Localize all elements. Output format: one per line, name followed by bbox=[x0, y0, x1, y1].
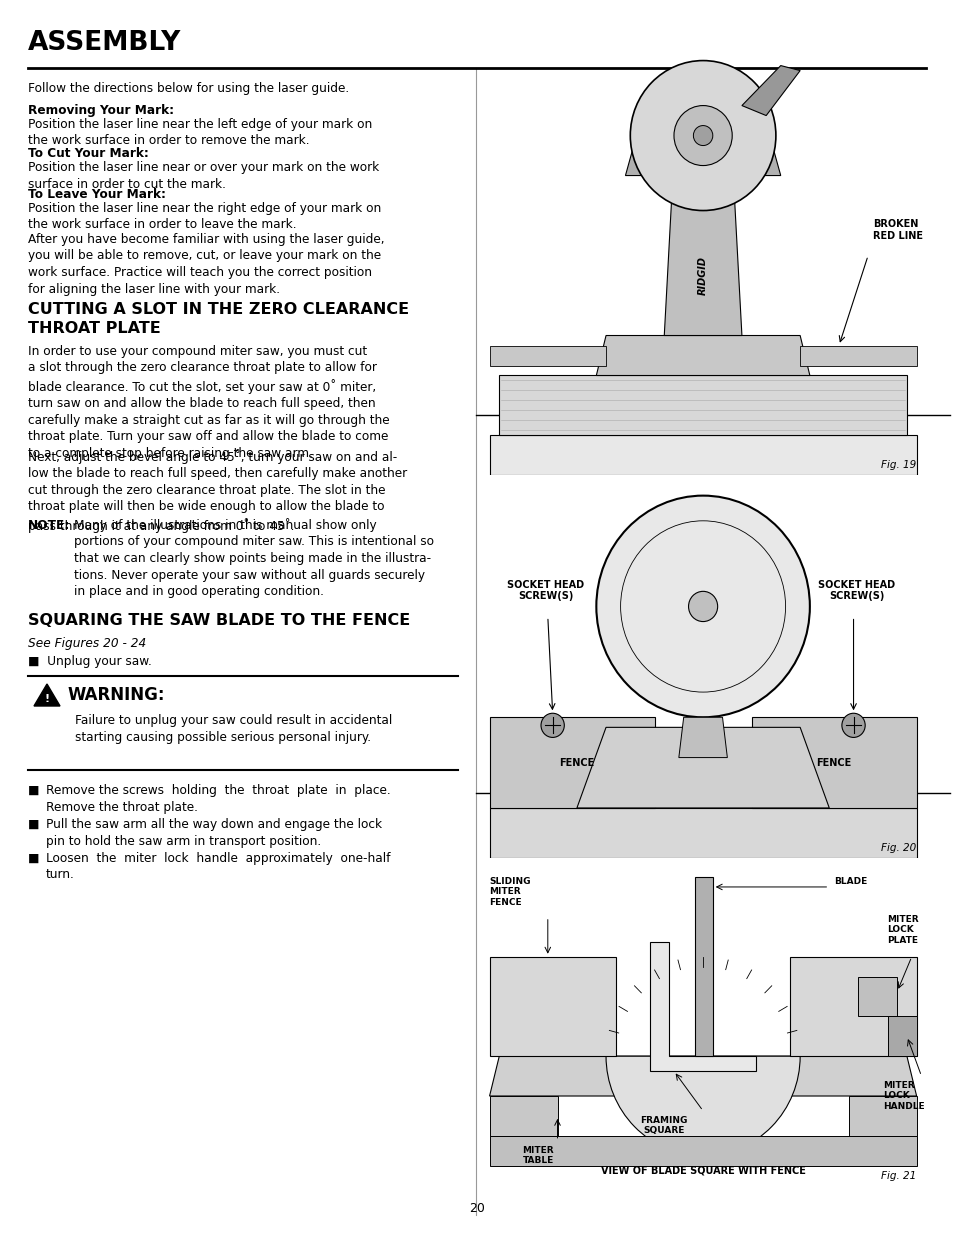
Circle shape bbox=[841, 714, 864, 737]
Text: Position the laser line near the left edge of your mark on
the work surface in o: Position the laser line near the left ed… bbox=[28, 119, 372, 147]
Text: After you have become familiar with using the laser guide,
you will be able to r: After you have become familiar with usin… bbox=[28, 233, 384, 295]
Circle shape bbox=[630, 61, 775, 210]
Text: Fig. 19: Fig. 19 bbox=[881, 461, 916, 471]
Text: Position the laser line near or over your mark on the work
surface in order to c: Position the laser line near or over you… bbox=[28, 161, 379, 190]
Polygon shape bbox=[848, 1095, 916, 1136]
Circle shape bbox=[688, 592, 717, 621]
Polygon shape bbox=[489, 1056, 916, 1095]
Text: !: ! bbox=[45, 694, 50, 704]
Text: SLIDING
MITER
FENCE: SLIDING MITER FENCE bbox=[489, 877, 531, 906]
Polygon shape bbox=[489, 808, 916, 858]
Polygon shape bbox=[489, 436, 916, 475]
Text: NOTE:: NOTE: bbox=[28, 519, 71, 532]
Text: Many of the illustrations in this manual show only
portions of your compound mit: Many of the illustrations in this manual… bbox=[74, 519, 434, 598]
Text: Fig. 20: Fig. 20 bbox=[881, 844, 916, 853]
Text: RIDGID: RIDGID bbox=[698, 256, 707, 295]
Text: Removing Your Mark:: Removing Your Mark: bbox=[28, 104, 174, 117]
Polygon shape bbox=[34, 684, 60, 706]
Text: ASSEMBLY: ASSEMBLY bbox=[28, 30, 181, 56]
Text: In order to use your compound miter saw, you must cut
a slot through the zero cl: In order to use your compound miter saw,… bbox=[28, 345, 389, 459]
Polygon shape bbox=[498, 375, 906, 436]
Text: VIEW OF BLADE SQUARE WITH FENCE: VIEW OF BLADE SQUARE WITH FENCE bbox=[600, 1166, 804, 1176]
Text: 20: 20 bbox=[469, 1202, 484, 1215]
Text: Loosen  the  miter  lock  handle  approximately  one-half
turn.: Loosen the miter lock handle approximate… bbox=[46, 852, 390, 882]
Text: Next, adjust the bevel angle to 45˚, turn your saw on and al-
low the blade to r: Next, adjust the bevel angle to 45˚, tur… bbox=[28, 450, 407, 532]
Polygon shape bbox=[577, 727, 828, 808]
Text: MITER
TABLE: MITER TABLE bbox=[521, 1146, 554, 1165]
Text: ■: ■ bbox=[28, 852, 39, 864]
Circle shape bbox=[596, 495, 809, 718]
Polygon shape bbox=[858, 977, 896, 1016]
Circle shape bbox=[673, 105, 732, 165]
Polygon shape bbox=[679, 718, 726, 757]
Text: BLADE: BLADE bbox=[833, 878, 866, 887]
Polygon shape bbox=[886, 1016, 916, 1056]
Polygon shape bbox=[489, 1136, 916, 1166]
Polygon shape bbox=[489, 346, 605, 366]
Text: SOCKET HEAD
SCREW(S): SOCKET HEAD SCREW(S) bbox=[817, 579, 894, 601]
Text: SQUARING THE SAW BLADE TO THE FENCE: SQUARING THE SAW BLADE TO THE FENCE bbox=[28, 613, 410, 629]
Text: MITER
LOCK
PLATE: MITER LOCK PLATE bbox=[886, 915, 918, 945]
Text: WARNING:: WARNING: bbox=[68, 685, 165, 704]
Text: ■: ■ bbox=[28, 818, 39, 831]
Text: See Figures 20 - 24: See Figures 20 - 24 bbox=[28, 637, 146, 650]
Polygon shape bbox=[625, 105, 780, 175]
Text: ■: ■ bbox=[28, 784, 39, 797]
Text: FENCE: FENCE bbox=[816, 757, 851, 768]
Text: Pull the saw arm all the way down and engage the lock
pin to hold the saw arm in: Pull the saw arm all the way down and en… bbox=[46, 818, 382, 847]
Polygon shape bbox=[741, 65, 800, 116]
Text: SOCKET HEAD
SCREW(S): SOCKET HEAD SCREW(S) bbox=[507, 579, 584, 601]
Polygon shape bbox=[489, 1095, 557, 1136]
Polygon shape bbox=[663, 156, 741, 336]
Text: MITER
LOCK
HANDLE: MITER LOCK HANDLE bbox=[882, 1081, 923, 1110]
Polygon shape bbox=[800, 346, 916, 366]
Text: FRAMING
SQUARE: FRAMING SQUARE bbox=[639, 1116, 687, 1135]
Polygon shape bbox=[489, 957, 615, 1056]
Wedge shape bbox=[605, 1056, 800, 1156]
Text: Position the laser line near the right edge of your mark on
the work surface in : Position the laser line near the right e… bbox=[28, 203, 381, 231]
Polygon shape bbox=[790, 957, 916, 1056]
Polygon shape bbox=[596, 336, 809, 375]
Text: FENCE: FENCE bbox=[558, 757, 594, 768]
Text: Remove the screws  holding  the  throat  plate  in  place.
Remove the throat pla: Remove the screws holding the throat pla… bbox=[46, 784, 390, 814]
Text: CUTTING A SLOT IN THE ZERO CLEARANCE
THROAT PLATE: CUTTING A SLOT IN THE ZERO CLEARANCE THR… bbox=[28, 303, 409, 336]
Circle shape bbox=[693, 126, 712, 146]
Polygon shape bbox=[695, 877, 712, 1056]
Polygon shape bbox=[751, 718, 916, 808]
Text: To Cut Your Mark:: To Cut Your Mark: bbox=[28, 147, 149, 161]
Polygon shape bbox=[649, 942, 756, 1071]
Text: Follow the directions below for using the laser guide.: Follow the directions below for using th… bbox=[28, 82, 349, 95]
Text: BROKEN
RED LINE: BROKEN RED LINE bbox=[872, 219, 922, 241]
Text: Fig. 21: Fig. 21 bbox=[881, 1171, 916, 1181]
Text: ■  Unplug your saw.: ■ Unplug your saw. bbox=[28, 655, 152, 668]
Text: To Leave Your Mark:: To Leave Your Mark: bbox=[28, 188, 166, 201]
Polygon shape bbox=[489, 718, 654, 808]
Text: Failure to unplug your saw could result in accidental
starting causing possible : Failure to unplug your saw could result … bbox=[75, 714, 392, 743]
Circle shape bbox=[540, 714, 564, 737]
